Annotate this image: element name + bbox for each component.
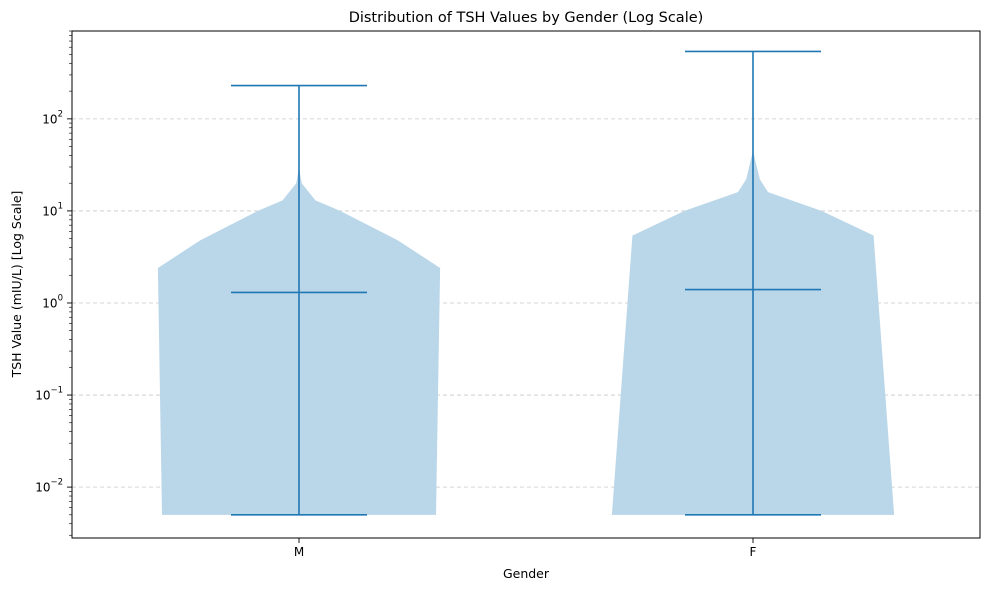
y-axis-label: TSH Value (mIU/L) [Log Scale] bbox=[9, 191, 24, 379]
x-axis-label: Gender bbox=[503, 566, 550, 581]
y-tick-label-4: 102 bbox=[42, 109, 63, 126]
y-tick-label-1: 10−1 bbox=[35, 386, 63, 403]
plot-frame bbox=[71, 30, 981, 539]
y-tick-label-2: 100 bbox=[42, 293, 63, 310]
y-tick-label-3: 101 bbox=[42, 201, 63, 218]
x-tick-label-M: M bbox=[294, 545, 304, 559]
x-tick-label-F: F bbox=[750, 545, 757, 559]
violins bbox=[157, 50, 895, 516]
chart-title: Distribution of TSH Values by Gender (Lo… bbox=[349, 10, 704, 26]
y-axis-ticks: 10−2 10−1 100 101 102 bbox=[35, 30, 72, 536]
y-tick-label-0: 10−2 bbox=[35, 478, 63, 495]
